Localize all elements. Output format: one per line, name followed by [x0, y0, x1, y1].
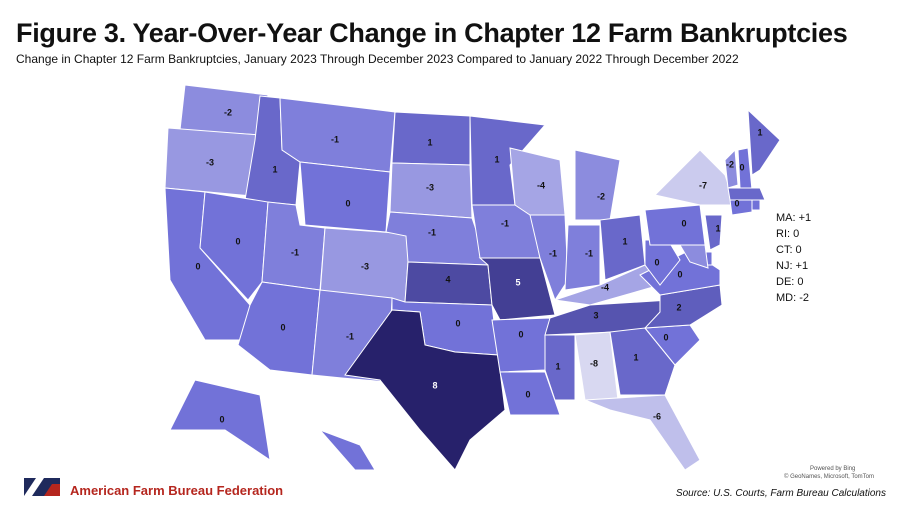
state — [319, 429, 376, 471]
logo — [24, 478, 60, 496]
state-value-label: -6 — [653, 411, 661, 421]
state-value-label: 1 — [715, 223, 720, 233]
state-value-label: 0 — [518, 329, 523, 339]
organization: American Farm Bureau Federation — [70, 483, 284, 498]
note: MD: -2 — [776, 292, 809, 304]
state — [491, 317, 551, 373]
subtitle: Change in Chapter 12 Farm Bankruptcies, … — [16, 52, 739, 66]
state-value-label: -7 — [699, 180, 707, 190]
state — [751, 199, 761, 211]
state-value-label: -2 — [597, 191, 605, 201]
state-value-label: -1 — [291, 247, 299, 257]
state-value-label: 0 — [663, 332, 668, 342]
source: Source: U.S. Courts, Farm Bureau Calcula… — [675, 488, 886, 499]
state-value-label: 4 — [445, 274, 450, 284]
state — [529, 214, 569, 302]
state-value-label: 1 — [633, 352, 638, 362]
state-value-label: 1 — [555, 361, 560, 371]
state-value-label: 8 — [432, 380, 437, 390]
state — [724, 148, 739, 189]
state-value-label: 1 — [757, 127, 762, 137]
note: NJ: +1 — [776, 260, 809, 272]
state-value-label: 1 — [427, 137, 432, 147]
state — [729, 199, 753, 216]
state — [574, 149, 621, 221]
state-value-label: 0 — [677, 269, 682, 279]
state — [299, 161, 391, 233]
state-value-label: -8 — [590, 358, 598, 368]
state-value-label: -1 — [331, 134, 339, 144]
state — [169, 379, 271, 462]
state — [584, 394, 701, 471]
state-value-label: 2 — [676, 302, 681, 312]
state-value-label: 5 — [515, 277, 520, 287]
state-value-label: 0 — [219, 414, 224, 424]
state — [644, 204, 706, 246]
credit: Powered by Bing — [810, 466, 856, 472]
state — [704, 214, 723, 251]
notes: MA: +1 RI: 0 CT: 0 NJ: +1 DE: 0 MD: -2 — [776, 210, 811, 306]
state-value-label: -2 — [726, 159, 734, 169]
state-value-label: 0 — [525, 389, 530, 399]
state-value-label: -1 — [585, 248, 593, 258]
state-value-label: -3 — [361, 261, 369, 271]
state — [499, 371, 561, 416]
title: Figure 3. Year-Over-Year Change in Chapt… — [16, 18, 848, 48]
state-value-label: 0 — [681, 218, 686, 228]
note: RI: 0 — [776, 228, 800, 240]
state-value-label: -1 — [428, 227, 436, 237]
state — [544, 334, 576, 401]
state-value-label: 0 — [235, 236, 240, 246]
state — [654, 149, 736, 206]
state-value-label: 1 — [622, 236, 627, 246]
state-value-label: 0 — [455, 318, 460, 328]
state — [469, 115, 547, 206]
state-value-label: -1 — [501, 218, 509, 228]
note: DE: 0 — [776, 276, 804, 288]
state — [564, 224, 601, 291]
state-value-label: 0 — [734, 198, 739, 208]
state — [727, 187, 766, 201]
note: MA: +1 — [776, 212, 812, 224]
state-value-label: 0 — [195, 261, 200, 271]
state-value-label: 0 — [654, 257, 659, 267]
state-value-label: 3 — [593, 310, 598, 320]
state — [344, 309, 506, 471]
state-value-label: -1 — [549, 248, 557, 258]
state-value-label: -2 — [224, 107, 232, 117]
state-value-label: 0 — [345, 198, 350, 208]
state — [199, 191, 269, 301]
credit: © GeoNames, Microsoft, TomTom — [784, 474, 874, 480]
state-value-label: -4 — [537, 180, 545, 190]
state-value-label: -1 — [346, 331, 354, 341]
state — [747, 108, 781, 176]
state-value-label: 0 — [280, 322, 285, 332]
state-value-label: -3 — [426, 182, 434, 192]
state — [609, 327, 676, 396]
note: CT: 0 — [776, 244, 802, 256]
state-value-label: 1 — [272, 164, 277, 174]
state — [679, 244, 709, 269]
state-value-label: 0 — [739, 162, 744, 172]
state-value-label: -3 — [206, 157, 214, 167]
state-value-label: 1 — [494, 154, 499, 164]
state-value-label: -4 — [601, 282, 609, 292]
